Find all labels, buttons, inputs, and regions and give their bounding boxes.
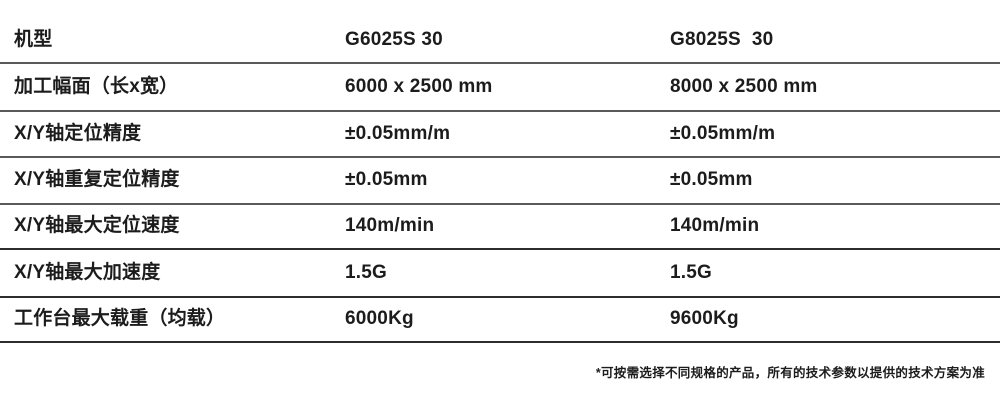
spec-label: 工作台最大载重（均载） bbox=[14, 308, 226, 330]
spec-row-max-acceleration: X/Y轴最大加速度 1.5G 1.5G bbox=[0, 250, 1000, 298]
spec-row-positioning-accuracy: X/Y轴定位精度 ±0.05mm/m ±0.05mm/m bbox=[0, 112, 1000, 158]
spec-row-max-speed: X/Y轴最大定位速度 140m/min 140m/min bbox=[0, 205, 1000, 250]
repeat-accuracy-model-1: ±0.05mm bbox=[345, 169, 428, 191]
repeat-accuracy-model-2: ±0.05mm bbox=[670, 169, 753, 191]
spec-label: 加工幅面（长x宽） bbox=[14, 75, 179, 97]
spec-table: 机型 G6025S 30 G8025S 30 加工幅面（长x宽） 6000 x … bbox=[0, 0, 1000, 343]
spec-row-max-load: 工作台最大载重（均载） 6000Kg 9600Kg bbox=[0, 298, 1000, 343]
model-2-value: G8025S 30 bbox=[670, 28, 774, 50]
max-load-model-1: 6000Kg bbox=[345, 308, 414, 330]
working-area-model-1: 6000 x 2500 mm bbox=[345, 75, 493, 97]
positioning-accuracy-model-2: ±0.05mm/m bbox=[670, 122, 776, 144]
disclaimer-footnote: *可按需选择不同规格的产品，所有的技术参数以提供的技术方案为准 bbox=[595, 366, 985, 380]
spec-row-model: 机型 G6025S 30 G8025S 30 bbox=[0, 0, 1000, 64]
model-1-value: G6025S 30 bbox=[345, 28, 443, 50]
max-acceleration-model-2: 1.5G bbox=[670, 261, 712, 283]
spec-label: X/Y轴定位精度 bbox=[14, 122, 142, 144]
spec-label: X/Y轴最大加速度 bbox=[14, 261, 161, 283]
spec-row-working-area: 加工幅面（长x宽） 6000 x 2500 mm 8000 x 2500 mm bbox=[0, 64, 1000, 112]
working-area-model-2: 8000 x 2500 mm bbox=[670, 75, 818, 97]
spec-label: 机型 bbox=[14, 28, 53, 50]
max-load-model-2: 9600Kg bbox=[670, 308, 739, 330]
positioning-accuracy-model-1: ±0.05mm/m bbox=[345, 122, 451, 144]
max-speed-model-1: 140m/min bbox=[345, 215, 435, 237]
spec-label: X/Y轴最大定位速度 bbox=[14, 215, 180, 237]
max-acceleration-model-1: 1.5G bbox=[345, 261, 387, 283]
max-speed-model-2: 140m/min bbox=[670, 215, 760, 237]
spec-label: X/Y轴重复定位精度 bbox=[14, 169, 180, 191]
spec-row-repeat-accuracy: X/Y轴重复定位精度 ±0.05mm ±0.05mm bbox=[0, 158, 1000, 205]
